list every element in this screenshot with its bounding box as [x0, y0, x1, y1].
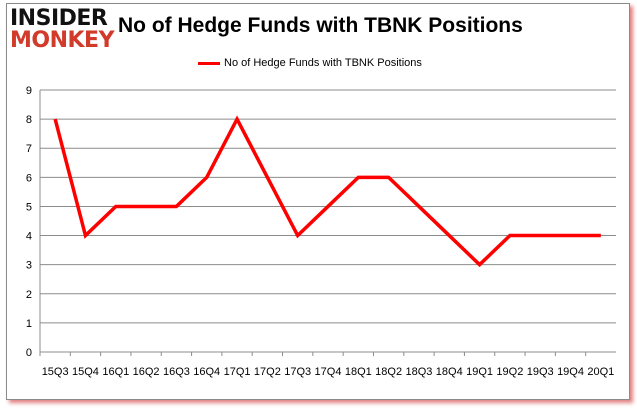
legend-swatch: [198, 61, 220, 65]
x-tick-label: 18Q1: [345, 366, 372, 378]
series-line: [53, 115, 601, 268]
y-tick-label: 4: [26, 231, 32, 243]
x-tick-label: 17Q4: [315, 366, 342, 378]
y-tick-label: 1: [26, 318, 32, 330]
x-tick-label: 20Q1: [587, 366, 614, 378]
y-tick-label: 2: [26, 289, 32, 301]
y-tick-label: 0: [26, 347, 32, 359]
y-tick-label: 6: [26, 172, 32, 184]
x-tick-label: 19Q4: [557, 366, 584, 378]
x-tick-label: 17Q3: [284, 366, 311, 378]
legend: No of Hedge Funds with TBNK Positions: [198, 57, 422, 69]
x-tick-label: 15Q4: [72, 366, 99, 378]
x-tick-label: 19Q2: [496, 366, 523, 378]
x-tick-label: 17Q2: [254, 366, 281, 378]
y-tick-label: 7: [26, 143, 32, 155]
x-tick-label: 16Q1: [102, 366, 129, 378]
x-tick-label: 17Q1: [224, 366, 251, 378]
x-tick-label: 16Q3: [163, 366, 190, 378]
y-tick-label: 8: [26, 114, 32, 126]
y-tick-label: 5: [26, 201, 32, 213]
x-tick-label: 19Q3: [527, 366, 554, 378]
x-tick-label: 18Q2: [375, 366, 402, 378]
x-tick-label: 16Q4: [193, 366, 220, 378]
x-tick-label: 16Q2: [133, 366, 160, 378]
y-tick-label: 9: [26, 85, 32, 97]
chart-frame: [6, 3, 630, 400]
y-tick-label: 3: [26, 260, 32, 272]
x-tick-label: 18Q4: [436, 366, 463, 378]
x-tick-label: 15Q3: [42, 366, 69, 378]
logo-line2: MONKEY: [10, 28, 115, 53]
insider-monkey-logo: INSIDER MONKEY: [10, 6, 115, 53]
logo-line1: INSIDER: [10, 6, 108, 31]
chart-title: No of Hedge Funds with TBNK Positions: [118, 14, 523, 37]
x-tick-label: 18Q3: [405, 366, 432, 378]
legend-label: No of Hedge Funds with TBNK Positions: [224, 57, 422, 69]
x-tick-label: 19Q1: [466, 366, 493, 378]
